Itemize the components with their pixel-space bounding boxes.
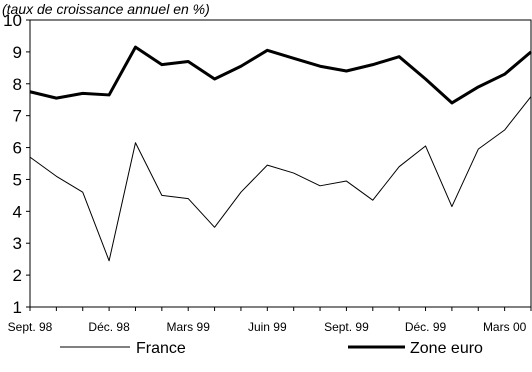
y-tick-label: 2 [13, 266, 22, 285]
x-tick-label: Sept. 98 [8, 320, 53, 334]
x-tick-label: Sept. 99 [324, 320, 369, 334]
x-tick-label: Mars 99 [167, 320, 211, 334]
y-tick-label: 10 [3, 11, 22, 30]
x-tick-label: Déc. 98 [88, 320, 130, 334]
legend-label-zone-euro: Zone euro [410, 340, 483, 357]
series-layer [29, 45, 532, 262]
plot-frame [29, 19, 532, 308]
y-tick-label: 8 [13, 75, 22, 94]
x-tick-label: Mars 00 [483, 320, 527, 334]
legend: France Zone euro [60, 340, 483, 357]
legend-label-france: France [136, 340, 186, 357]
y-axis: 1 2 3 4 5 6 7 8 9 10 [3, 11, 30, 317]
y-tick-label: 6 [13, 139, 22, 158]
y-tick-label: 1 [13, 298, 22, 317]
y-tick-label: 9 [13, 43, 22, 62]
x-axis: Sept. 98 Déc. 98 Mars 99 Juin 99 Sept. 99 Déc… [8, 307, 532, 334]
series-line-france [29, 96, 532, 262]
x-tick-label: Déc. 99 [405, 320, 447, 334]
series-line-zone-euro [29, 45, 532, 105]
chart-subtitle: (taux de croissance annuel en %) [2, 1, 210, 17]
y-tick-label: 4 [13, 202, 22, 221]
x-tick-label: Juin 99 [248, 320, 287, 334]
plot-border [29, 19, 532, 308]
y-tick-label: 5 [13, 170, 22, 189]
y-tick-label: 7 [13, 107, 22, 126]
y-tick-label: 3 [13, 234, 22, 253]
